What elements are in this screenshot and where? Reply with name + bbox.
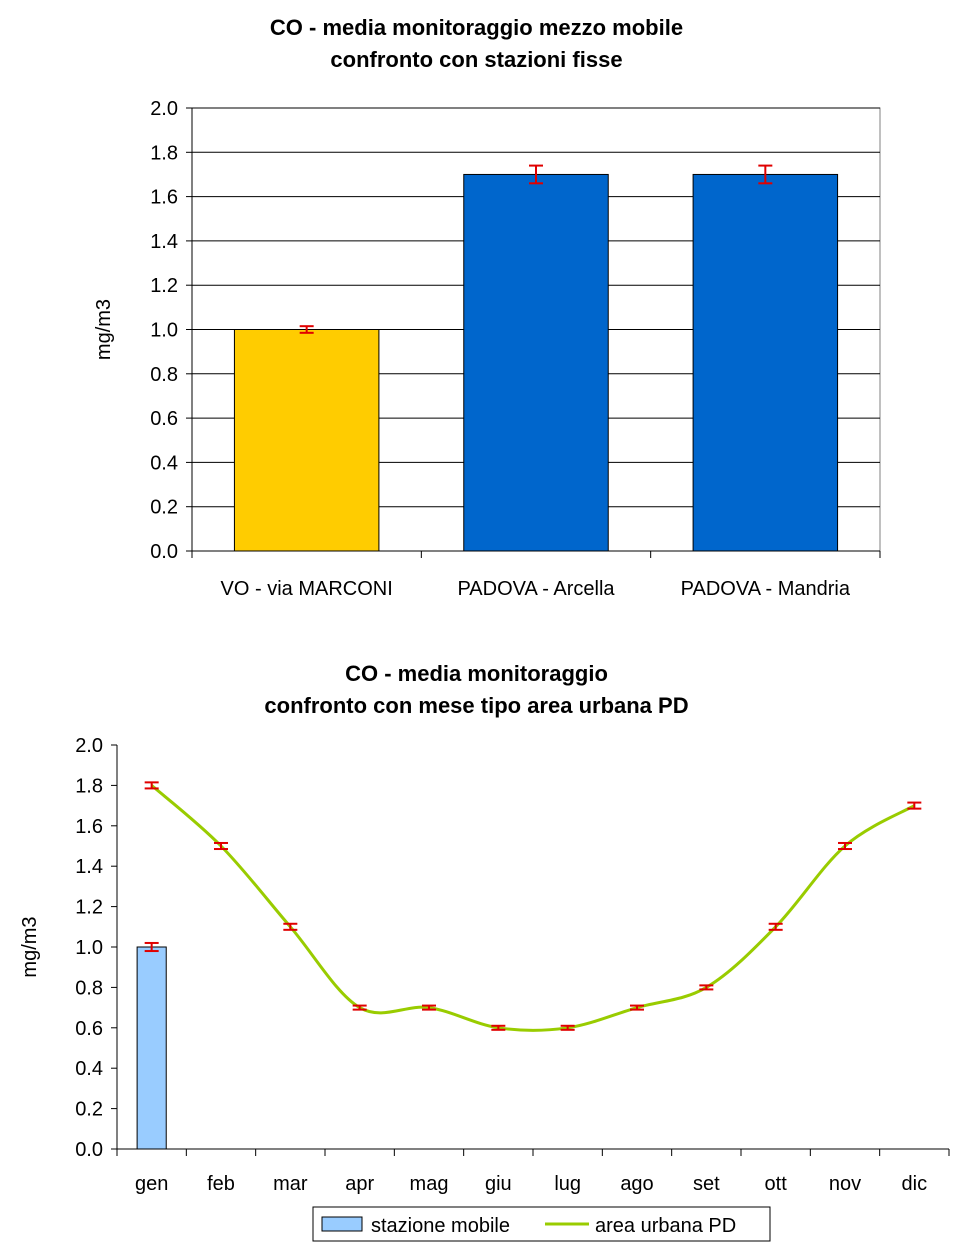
- chart-title: CO - media monitoraggio confronto con me…: [0, 658, 953, 722]
- x-tick-label: ago: [620, 1173, 653, 1195]
- x-tick-label: dic: [902, 1173, 928, 1195]
- y-tick-label: 0.0: [75, 1139, 103, 1161]
- legend-swatch: [321, 1216, 363, 1232]
- x-tick-label: gen: [135, 1173, 168, 1195]
- y-axis-label: mg/m3: [93, 299, 115, 360]
- chart-plot: 0.0 0.2 0.4 0.6 0.8 1.0 1.2 1.4 1.6 1.8 2.0 gen feb m…: [19, 735, 950, 1242]
- y-tick-label: 0.6: [75, 1018, 103, 1040]
- y-tick-label: 0.4: [150, 452, 178, 474]
- bar: [692, 173, 839, 552]
- y-tick-label: 1.2: [150, 275, 178, 297]
- chart-title-line-2: confronto con mese tipo area urbana PD: [264, 693, 689, 718]
- series-line: [150, 784, 916, 1032]
- y-tick-label: 0.8: [75, 977, 103, 999]
- y-tick-label: 0.4: [75, 1058, 103, 1080]
- y-tick-label: 2.0: [150, 98, 178, 120]
- y-tick-label: 1.2: [75, 897, 103, 919]
- y-tick-label: 0.6: [150, 408, 178, 430]
- x-tick-label: apr: [345, 1173, 374, 1195]
- y-tick-label: 1.6: [150, 187, 178, 209]
- legend-label: stazione mobile: [371, 1215, 510, 1237]
- chart-title-line-2: confronto con stazioni fisse: [330, 47, 623, 72]
- bar: [463, 173, 609, 552]
- x-tick-label: PADOVA - Mandria: [681, 578, 851, 600]
- y-tick-label: 1.6: [75, 816, 103, 838]
- y-tick-label: 1.8: [75, 775, 103, 797]
- x-tick-label: VO - via MARCONI: [221, 578, 393, 600]
- x-tick-label: ott: [765, 1173, 788, 1195]
- legend-box: [312, 1206, 771, 1242]
- x-tick-label: feb: [207, 1173, 235, 1195]
- x-tick-label: nov: [829, 1173, 861, 1195]
- legend-label: area urbana PD: [595, 1215, 736, 1237]
- x-tick-label: mag: [410, 1173, 449, 1195]
- y-tick-label: 0.0: [150, 541, 178, 563]
- y-tick-label: 1.8: [150, 142, 178, 164]
- chart-title-line-1: CO - media monitoraggio mezzo mobile: [269, 15, 684, 40]
- bar: [136, 946, 167, 1150]
- chart-monthly-comparison: CO - media monitoraggio confronto con me…: [0, 640, 953, 1252]
- bar: [233, 329, 380, 552]
- x-tick-label: mar: [273, 1173, 308, 1195]
- x-tick-label: lug: [554, 1173, 581, 1195]
- y-tick-label: 0.2: [150, 497, 178, 519]
- y-tick-label: 1.0: [150, 320, 178, 342]
- y-tick-label: 2.0: [75, 735, 103, 757]
- y-tick-label: 1.0: [75, 937, 103, 959]
- y-tick-label: 1.4: [75, 856, 103, 878]
- legend: stazione mobile area urbana PD: [312, 1206, 771, 1242]
- chart-plot: 0.0 0.2 0.4 0.6 0.8 1.0 1.2 1.4 1.6 1.8 2.0 VO - vi…: [93, 98, 881, 600]
- y-tick-label: 0.2: [75, 1099, 103, 1121]
- x-tick-label: PADOVA - Arcella: [457, 578, 615, 600]
- chart-title: CO - media monitoraggio mezzo mobile con…: [0, 12, 953, 76]
- x-tick-label: giu: [485, 1173, 512, 1195]
- y-tick-label: 0.8: [150, 364, 178, 386]
- y-tick-label: 1.4: [150, 231, 178, 253]
- chart-title-line-1: CO - media monitoraggio: [345, 661, 608, 686]
- y-axis-label: mg/m3: [19, 916, 41, 977]
- chart-station-comparison: CO - media monitoraggio mezzo mobile con…: [0, 0, 953, 620]
- x-tick-label: set: [693, 1173, 720, 1195]
